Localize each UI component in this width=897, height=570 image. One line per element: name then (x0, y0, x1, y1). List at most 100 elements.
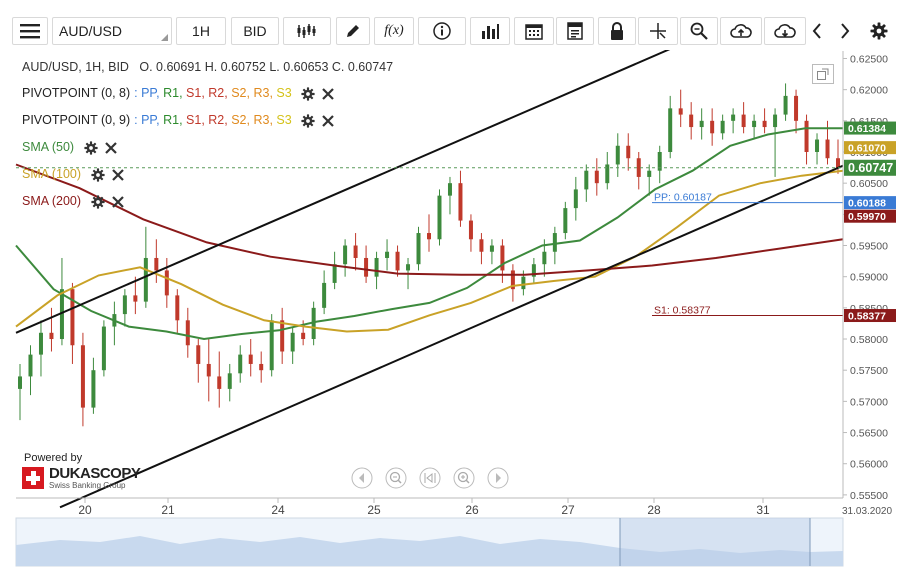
candle-body (699, 120, 704, 128)
pivot-part-s2: S2, (231, 86, 254, 100)
y-tick-label: 0.55500 (850, 490, 888, 502)
indicator-legend-row[interactable]: PIVOTPOINT (0, 8): PP, R1, S1, R2, S2, R… (22, 86, 335, 101)
settings-button[interactable] (866, 17, 892, 45)
gear-icon[interactable] (91, 168, 105, 182)
candle-body (38, 332, 43, 355)
info-button[interactable] (418, 17, 466, 45)
candle-body (710, 120, 715, 134)
close-icon[interactable] (111, 195, 125, 209)
candle-body (647, 170, 652, 177)
close-icon[interactable] (321, 87, 335, 101)
candle-body (626, 145, 631, 159)
candle-body (196, 345, 201, 364)
gear-icon[interactable] (301, 87, 315, 101)
download-button[interactable] (764, 17, 806, 45)
navigator-selection[interactable] (620, 518, 810, 566)
x-tick-label: 21 (161, 503, 175, 517)
popout-button[interactable] (812, 64, 834, 84)
price-tag-label: 0.61384 (848, 123, 886, 135)
x-tick-label: 24 (271, 503, 285, 517)
x-tick-label: 25 (367, 503, 381, 517)
calendar-button[interactable] (514, 17, 554, 45)
reset-zoom-button[interactable] (419, 467, 441, 489)
gear-icon[interactable] (84, 141, 98, 155)
chart-type-button[interactable] (283, 17, 331, 45)
pan-left-button[interactable] (351, 467, 373, 489)
report-button[interactable] (556, 17, 594, 45)
candle-body (143, 257, 148, 302)
scroll-left-button[interactable] (806, 17, 828, 45)
candle-body (447, 183, 452, 196)
cloud-upload-icon (730, 24, 752, 38)
candle-body (406, 264, 411, 271)
channel-upper-line[interactable] (15, 50, 720, 334)
volume-button[interactable] (470, 17, 510, 45)
close-icon[interactable] (111, 168, 125, 182)
x-end-label: 31.03.2020 (842, 506, 892, 517)
zoom-in-button[interactable] (453, 467, 475, 489)
upload-button[interactable] (720, 17, 762, 45)
candle-body (479, 239, 484, 252)
x-tick-label: 26 (465, 503, 479, 517)
symbol-selector[interactable]: AUD/USD (52, 17, 172, 45)
candle-body (133, 295, 138, 302)
candle-body (164, 270, 169, 296)
triangle-right-icon (496, 473, 501, 483)
price-side-selector[interactable]: BID (231, 17, 279, 45)
gear-icon[interactable] (301, 114, 315, 128)
indicator-legend-row[interactable]: SMA (200) (22, 194, 125, 209)
indicator-legend-row[interactable]: PIVOTPOINT (0, 9): PP, R1, S1, R2, S2, R… (22, 113, 335, 128)
candle-body (836, 158, 840, 168)
candle-body (773, 114, 778, 128)
pivot-part-s1: S1, (186, 86, 209, 100)
close-icon[interactable] (321, 114, 335, 128)
pivot-part-r3: R3, (253, 113, 277, 127)
price-tag-label: 0.58377 (848, 311, 886, 323)
timeframe-selector[interactable]: 1H (176, 17, 226, 45)
candle-body (269, 320, 274, 371)
y-tick-label: 0.57500 (850, 365, 888, 377)
candle-body (542, 251, 547, 265)
candle-body (458, 183, 463, 221)
candle-body (427, 233, 431, 240)
candle-body (437, 195, 442, 240)
pivot-label: PP: 0.60187 (654, 192, 712, 204)
price-tag (844, 309, 896, 323)
scroll-right-button[interactable] (834, 17, 856, 45)
candle-body (825, 139, 830, 159)
candle-body (741, 114, 746, 128)
zoom-out-button[interactable] (385, 467, 407, 489)
pivot-part-r1: R1, (163, 113, 187, 127)
triangle-left-icon (359, 473, 364, 483)
zoom-button[interactable] (680, 17, 718, 45)
price-tag (844, 121, 896, 135)
chart-area[interactable]: PP: 0.60187 S1: 0.58377 0.62500 0.62000 0.6… (0, 50, 897, 570)
price-tag (844, 196, 896, 210)
close-icon[interactable] (104, 141, 118, 155)
lock-button[interactable] (598, 17, 636, 45)
y-tick-label: 0.56000 (850, 459, 888, 471)
document-icon (567, 22, 583, 40)
draw-tool-button[interactable] (336, 17, 370, 45)
indicator-legend-row[interactable]: SMA (100) (22, 167, 125, 182)
brand-tagline: Swiss Banking Group (49, 481, 126, 490)
hamburger-icon (20, 24, 40, 39)
indicators-button[interactable]: f(x) (374, 17, 414, 45)
pan-right-button[interactable] (487, 467, 509, 489)
indicator-legend-row[interactable]: SMA (50) (22, 140, 118, 155)
candle-body (374, 257, 379, 277)
channel-lower-line[interactable] (59, 164, 844, 509)
candle-body (332, 264, 337, 283)
gear-icon[interactable] (91, 195, 105, 209)
price-chart[interactable]: PP: 0.60187 S1: 0.58377 0.62500 0.62000 0.6… (0, 50, 897, 570)
pivot-part-s3: S3 (276, 86, 296, 100)
zoom-out-icon (389, 471, 401, 483)
candle-body (762, 120, 767, 128)
y-tick-label: 0.59000 (850, 272, 888, 284)
x-tick-label: 28 (647, 503, 661, 517)
crosshair-button[interactable] (638, 17, 678, 45)
menu-button[interactable] (12, 17, 48, 45)
candle-body (636, 158, 641, 177)
candle-body (720, 120, 725, 134)
candle-body (18, 376, 22, 389)
